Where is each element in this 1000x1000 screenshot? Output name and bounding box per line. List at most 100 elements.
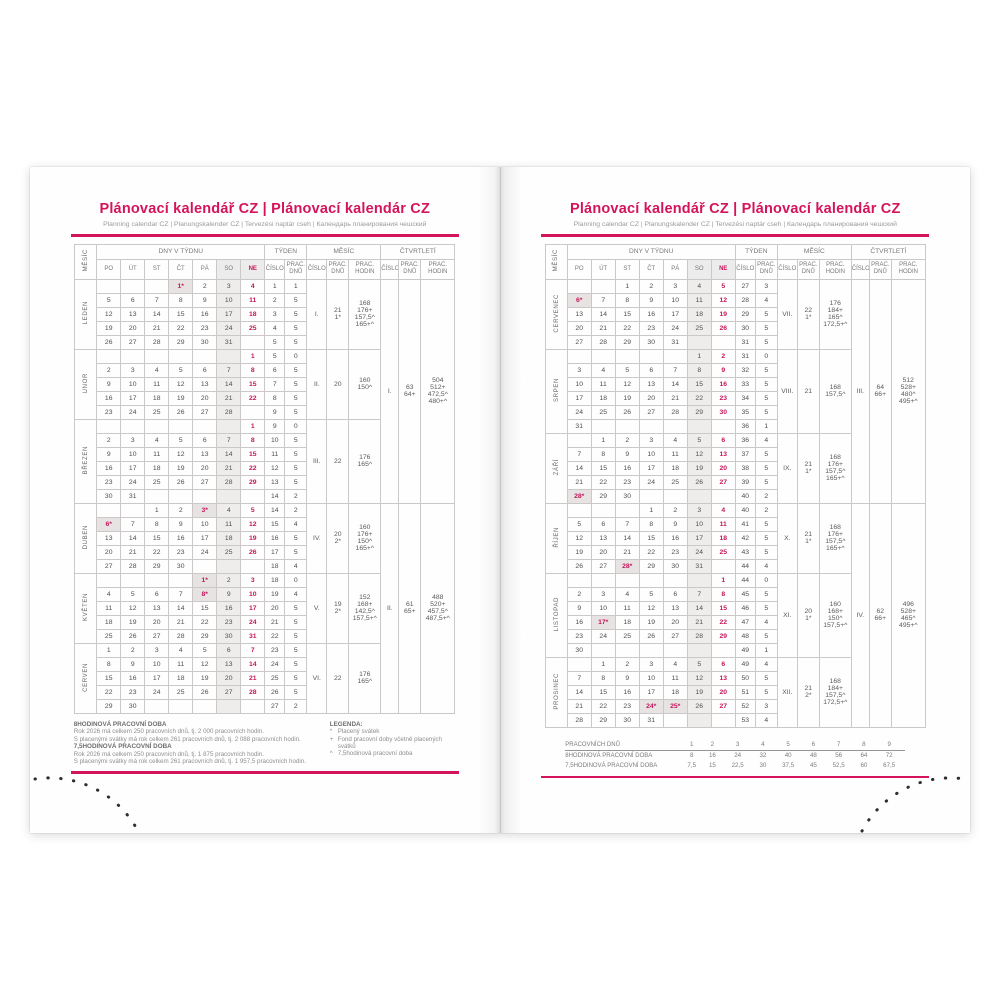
day-cell: 21 — [120, 544, 146, 560]
day-cell: 26 — [686, 698, 712, 714]
day-cell: 28 — [662, 404, 688, 420]
week-workdays-cell: 5 — [284, 684, 308, 700]
day-cell: 23 — [168, 544, 194, 560]
day-cell: 20 — [192, 390, 218, 406]
day-cell: 14 — [566, 684, 592, 700]
month-hours-cell: 176 165^ — [348, 418, 382, 504]
day-cell: 18 — [710, 530, 736, 546]
week-number-cell: 22 — [264, 628, 286, 644]
day-cell: 12 — [686, 670, 712, 686]
working-hours-value: 48 — [809, 752, 817, 759]
day-cell — [710, 334, 736, 350]
quarter-hours-cell: 496 528+ 465^ 495+^ — [890, 502, 926, 728]
day-cell: 19 — [638, 614, 664, 630]
month-workdays-cell: 21 1* — [326, 278, 350, 350]
working-hours-value: 52,5 — [832, 762, 845, 769]
day-cell: 11 — [662, 446, 688, 462]
month-number-cell: XI. — [776, 572, 798, 658]
day-cell: 6 — [192, 432, 218, 448]
week-workdays-cell: 1 — [284, 278, 308, 294]
day-cell — [590, 418, 616, 434]
month-workdays-cell: 19 2* — [326, 572, 350, 644]
day-cell: 29 — [240, 474, 266, 490]
day-cell: 9 — [120, 656, 146, 672]
day-cell: 9 — [566, 600, 592, 616]
day-cell: 28 — [686, 628, 712, 644]
accent-rule-top — [70, 234, 459, 237]
week-row: 12 13 14 15 16 17 18 3 5 — [75, 306, 455, 322]
week-number-cell: 2 — [264, 292, 286, 308]
day-cell: 13 — [96, 530, 122, 546]
days-group-header: DNY V TÝDNU — [96, 243, 266, 260]
day-cell: 24 — [240, 614, 266, 630]
month-name-text: KVĚTEN — [82, 593, 90, 621]
day-cell — [638, 642, 664, 658]
day-cell: 26 — [614, 404, 640, 420]
calendar-header: MĚSÍC DNY V TÝDNU TÝDEN MĚSÍC ČTVRTLETÍ PO ÚT S… — [74, 243, 456, 280]
day-cell — [686, 712, 712, 728]
working-hours-value: 64 — [860, 752, 868, 759]
week-workdays-cell: 5 — [284, 600, 308, 616]
day-cell — [120, 418, 146, 434]
day-cell: 14 — [566, 460, 592, 476]
day-cell: 14 — [590, 306, 616, 322]
day-cell: 3* — [192, 502, 218, 518]
week-number-cell: 52 — [734, 698, 756, 714]
day-cell: 9 — [168, 516, 194, 532]
day-cell: 20 — [120, 320, 146, 336]
day-cell: 18 — [662, 460, 688, 476]
month-number-cell: III. — [306, 418, 328, 504]
week-number-cell: 5 — [264, 334, 286, 350]
week-workdays-cell: 5 — [754, 600, 778, 616]
working-hours-value: 56 — [835, 752, 843, 759]
day-cell: 19 — [168, 460, 194, 476]
day-cell: 28 — [216, 404, 242, 420]
quarter-hours-cell: 488 520+ 457,5^ 487,5+^ — [420, 502, 456, 714]
day-cell: 12 — [710, 292, 736, 308]
week-number-cell: 35 — [734, 404, 756, 420]
day-cell: 2 — [710, 348, 736, 364]
day-cell: 22 — [686, 390, 712, 406]
month-number-cell: V. — [306, 572, 328, 644]
day-cell: 9 — [614, 446, 640, 462]
day-cell: 14 — [168, 600, 194, 616]
day-cell: 9 — [216, 586, 242, 602]
day-cell: 2 — [566, 586, 592, 602]
day-cell: 15 — [686, 376, 712, 392]
day-cell: 27 — [710, 698, 736, 714]
month-workdays-cell: 21 2* — [796, 656, 820, 728]
week-number-cell: 4 — [264, 320, 286, 336]
month-name-label: PROSINEC — [544, 656, 568, 728]
day-cell: 3 — [240, 572, 266, 588]
day-cell: 2 — [614, 656, 640, 672]
day-cell: 18 — [590, 390, 616, 406]
day-cell: 14 — [662, 376, 688, 392]
week-number-cell: 1 — [264, 278, 286, 294]
day-cell: 12 — [96, 306, 122, 322]
week-number-cell: 31 — [734, 348, 756, 364]
quarter-group-header: ČTVRTLETÍ — [380, 243, 456, 260]
note-line: Rok 2026 má celkem 250 pracovních dnů, t… — [73, 728, 264, 736]
day-cell: 25 — [240, 320, 266, 336]
week-workdays-cell: 5 — [754, 474, 778, 490]
note-line: S placenými svátky má rok celkem 261 pra… — [73, 735, 301, 743]
week-number-cell: 6 — [264, 362, 286, 378]
day-cell: 14 — [216, 446, 242, 462]
month-group-header: MĚSÍC — [306, 243, 382, 260]
legend-text: 7,5hodinová pracovní doba — [337, 750, 413, 758]
day-cell: 12 — [614, 376, 640, 392]
day-cell: 13 — [144, 600, 170, 616]
week-row: 8 9 10 11 12 13 14 24 5 — [75, 656, 455, 672]
day-cell: 19 — [686, 684, 712, 700]
month-sub-header: PRAC. DNŮ — [796, 258, 820, 280]
day-header-so: SO — [686, 258, 712, 280]
day-cell: 27 — [638, 404, 664, 420]
day-cell: 20 — [192, 460, 218, 476]
month-group-header: MĚSÍC — [776, 243, 852, 260]
day-cell: 17 — [638, 460, 664, 476]
legend-item: * Placený svátek — [330, 728, 456, 735]
day-cell — [566, 656, 592, 672]
day-cell: 8 — [710, 586, 736, 602]
quarter-sub-header: PRAC. DNŮ — [868, 258, 892, 280]
